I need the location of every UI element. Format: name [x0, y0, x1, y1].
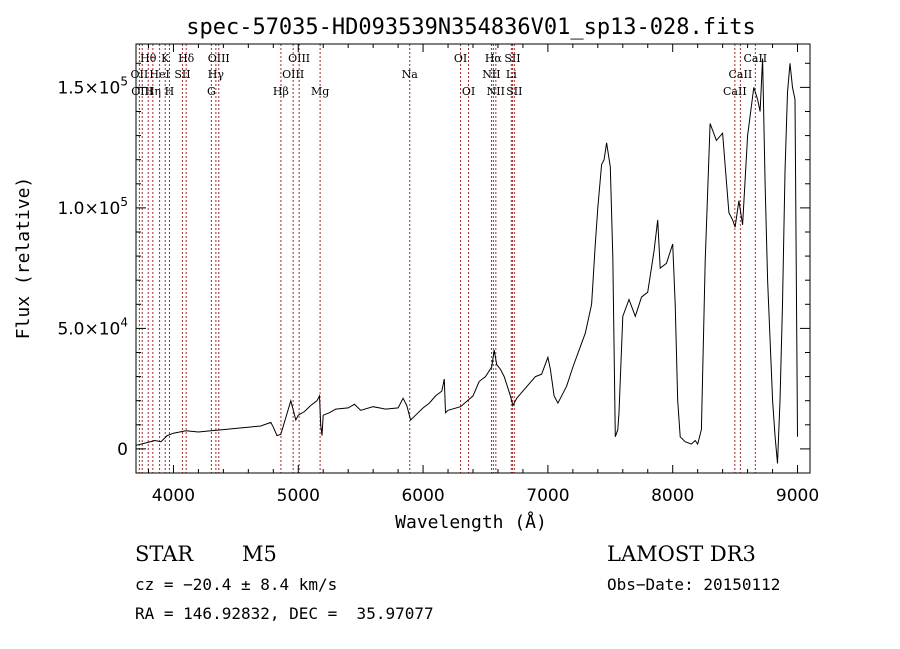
- emission-line-labels: Hθ OII OIII K HeI Hη Hδ SII H OIII Hγ G OIII OIII Hβ Mg…: [131, 52, 768, 98]
- line-marker-label: HeI: [149, 68, 169, 81]
- x-axis-ticks: 4000 5000 6000 7000 8000 9000: [147, 44, 819, 506]
- line-marker-label: OIII: [131, 85, 153, 98]
- line-marker-label: NII: [487, 85, 505, 98]
- line-marker-label: K: [161, 52, 170, 65]
- line-marker-label: CaII: [723, 85, 747, 98]
- y-tick-label: 1.0×105: [57, 195, 128, 219]
- line-marker-label: SII: [504, 52, 520, 65]
- y-tick-label: 0: [117, 440, 128, 460]
- line-marker-label: Hγ: [208, 68, 225, 81]
- line-marker-label: Hδ: [178, 52, 195, 65]
- line-marker-label: OIII: [288, 52, 310, 65]
- x-tick-label: 7000: [526, 486, 569, 506]
- y-axis-ticks: 0 5.0×104 1.0×105 1.5×105: [57, 62, 810, 460]
- chart-title: spec-57035-HD093539N354836V01_sp13-028.f…: [186, 15, 756, 40]
- x-tick-label: 9000: [776, 486, 819, 506]
- x-tick-label: 8000: [651, 486, 694, 506]
- line-marker-label: CaII: [743, 52, 767, 65]
- line-marker-label: Na: [402, 68, 419, 81]
- spectral-subclass: M5: [242, 542, 277, 566]
- line-marker-label: Mg: [311, 85, 329, 98]
- line-marker-label: SII: [506, 85, 522, 98]
- line-marker-label: Hα: [485, 52, 503, 65]
- plot-frame: [135, 43, 811, 474]
- line-marker-label: Li: [506, 68, 517, 81]
- y-tick-label: 1.5×105: [57, 74, 128, 98]
- x-tick-label: 4000: [152, 486, 195, 506]
- flux-series-line: [135, 58, 798, 464]
- line-marker-label: OII: [131, 68, 149, 81]
- line-marker-label: G: [207, 85, 216, 98]
- x-axis-label: Wavelength (Å): [395, 511, 547, 533]
- line-marker-label: OI: [462, 85, 475, 98]
- y-tick-label: 5.0×104: [57, 315, 128, 339]
- line-marker-label: OI: [454, 52, 467, 65]
- line-marker-label: NII: [482, 68, 500, 81]
- object-type: STAR: [135, 542, 194, 566]
- x-tick-label: 5000: [277, 486, 320, 506]
- redshift-velocity: cz = −20.4 ± 8.4 km/s: [135, 575, 337, 594]
- y-axis-label: Flux (relative): [13, 177, 34, 340]
- survey-name: LAMOST DR3: [607, 542, 756, 566]
- line-marker-label: OIII: [208, 52, 230, 65]
- line-marker-label: Hβ: [273, 85, 289, 98]
- coordinates: RA = 146.92832, DEC = 35.97077: [135, 604, 434, 623]
- line-marker-label: Hη: [145, 85, 161, 98]
- line-marker-label: CaII: [729, 68, 753, 81]
- x-tick-label: 6000: [401, 486, 444, 506]
- observation-date: Obs−Date: 20150112: [607, 575, 780, 594]
- line-marker-label: OIII: [282, 68, 304, 81]
- line-marker-label: H: [165, 85, 175, 98]
- emission-line-markers: [138, 44, 756, 473]
- line-marker-label: SII: [174, 68, 190, 81]
- line-marker-label: Hθ: [140, 52, 157, 65]
